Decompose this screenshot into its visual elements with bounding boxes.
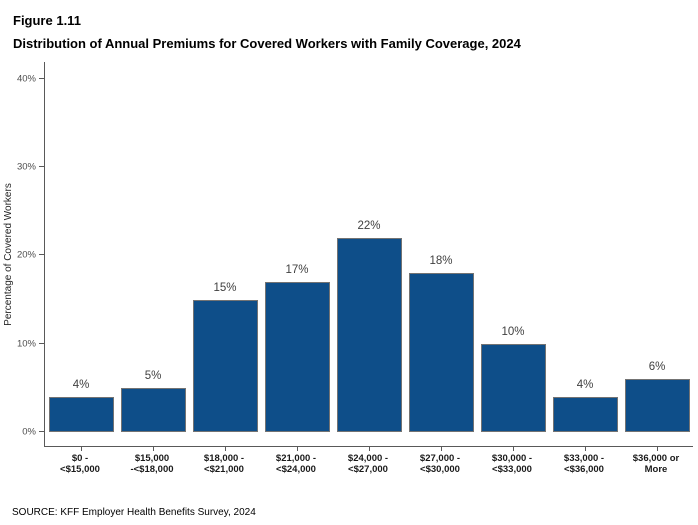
bar-value-label: 15% <box>213 281 237 294</box>
bar <box>264 281 330 432</box>
bar-value-label: 5% <box>144 369 162 382</box>
x-tick <box>441 446 442 451</box>
bar-value-label: 17% <box>285 263 309 276</box>
plot-area: 0% 10% 20% 30% 40% 4% 5% 15% 17% 22% 18% 10% 4% 6% <box>17 62 693 451</box>
x-tick-label: $21,000 - <$24,000 <box>275 453 317 475</box>
bar-value-label: 4% <box>72 378 90 391</box>
x-tick <box>153 446 154 451</box>
bar <box>120 387 186 432</box>
bar <box>480 343 546 432</box>
y-tick <box>39 342 45 344</box>
y-tick-label: 20% <box>16 249 36 261</box>
x-tick-label: $30,000 - <$33,000 <box>491 453 533 475</box>
bar <box>624 379 690 432</box>
bar <box>408 273 474 432</box>
x-tick-label: $36,000 or More <box>632 453 680 475</box>
y-tick-label: 0% <box>22 426 36 438</box>
bar-value-label: 4% <box>576 378 594 391</box>
x-tick-label: $18,000 - <$21,000 <box>203 453 245 475</box>
x-tick <box>369 446 370 451</box>
x-tick <box>657 446 658 451</box>
x-tick-label: $33,000 - <$36,000 <box>563 453 605 475</box>
x-tick <box>225 446 226 451</box>
x-tick <box>297 446 298 451</box>
bar <box>552 396 618 432</box>
figure-number-label: Figure 1.11 <box>13 13 81 28</box>
y-tick-label: 40% <box>16 73 36 85</box>
bar-value-label: 6% <box>648 361 666 374</box>
x-tick-label: $0 - <$15,000 <box>60 453 100 475</box>
bar <box>48 396 114 432</box>
bar <box>192 299 258 432</box>
y-tick-label: 10% <box>16 338 36 350</box>
y-tick <box>39 254 45 256</box>
y-tick <box>39 431 45 432</box>
y-tick-label: 30% <box>16 161 36 173</box>
x-tick-label: $24,000 - <$27,000 <box>347 453 389 475</box>
bar-value-label: 10% <box>501 325 525 338</box>
source-note: SOURCE: KFF Employer Health Benefits Sur… <box>12 507 256 518</box>
y-tick <box>39 77 45 79</box>
bar-value-label: 18% <box>429 255 453 268</box>
bar <box>336 237 402 432</box>
x-tick <box>585 446 586 451</box>
bar-value-label: 22% <box>357 219 381 232</box>
x-tick <box>81 446 82 451</box>
y-tick <box>39 166 45 168</box>
x-tick <box>513 446 514 451</box>
x-tick-label: $27,000 - <$30,000 <box>419 453 461 475</box>
x-axis-labels: $0 - <$15,000 $15,000 -<$18,000 $18,000 - <$2… <box>44 453 692 475</box>
x-tick-label: $15,000 -<$18,000 <box>130 453 174 475</box>
chart-title: Distribution of Annual Premiums for Cove… <box>13 36 521 51</box>
